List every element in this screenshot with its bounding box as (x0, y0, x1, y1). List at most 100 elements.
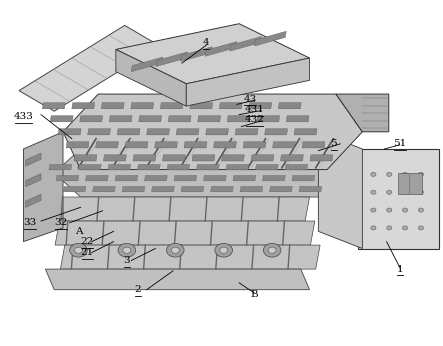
Circle shape (402, 226, 408, 230)
Polygon shape (152, 186, 175, 192)
Text: 433: 433 (13, 112, 33, 121)
Circle shape (387, 208, 392, 212)
Polygon shape (63, 94, 362, 170)
Polygon shape (299, 186, 322, 192)
Polygon shape (181, 47, 212, 62)
Circle shape (402, 190, 408, 194)
Polygon shape (168, 116, 191, 122)
Polygon shape (203, 175, 226, 181)
Polygon shape (131, 57, 163, 72)
Polygon shape (63, 186, 86, 192)
Polygon shape (117, 129, 140, 135)
Polygon shape (302, 142, 325, 148)
Circle shape (387, 172, 392, 176)
Polygon shape (131, 103, 154, 109)
Polygon shape (397, 173, 422, 194)
Polygon shape (78, 164, 101, 170)
Polygon shape (155, 142, 178, 148)
Polygon shape (116, 49, 187, 106)
Circle shape (371, 226, 376, 230)
Polygon shape (222, 155, 245, 161)
Text: 1: 1 (396, 265, 403, 274)
Polygon shape (66, 142, 89, 148)
Polygon shape (251, 155, 274, 161)
Circle shape (171, 247, 179, 253)
Text: 432: 432 (245, 115, 264, 124)
Polygon shape (226, 164, 249, 170)
Polygon shape (196, 164, 219, 170)
Polygon shape (50, 197, 310, 221)
Text: 43: 43 (244, 95, 257, 104)
Polygon shape (206, 129, 229, 135)
Circle shape (371, 190, 376, 194)
Polygon shape (230, 36, 261, 51)
Polygon shape (285, 164, 308, 170)
Polygon shape (85, 175, 109, 181)
Polygon shape (108, 164, 131, 170)
Text: 5: 5 (330, 139, 337, 148)
Polygon shape (23, 132, 63, 242)
Polygon shape (26, 174, 41, 187)
Polygon shape (292, 175, 315, 181)
Polygon shape (115, 175, 138, 181)
Polygon shape (264, 129, 288, 135)
Polygon shape (88, 129, 111, 135)
Polygon shape (122, 186, 145, 192)
Text: 33: 33 (23, 218, 37, 227)
Polygon shape (139, 116, 162, 122)
Polygon shape (144, 175, 167, 181)
Circle shape (402, 172, 408, 176)
Polygon shape (243, 142, 266, 148)
Circle shape (371, 172, 376, 176)
Polygon shape (26, 194, 41, 207)
Polygon shape (133, 155, 156, 161)
Polygon shape (278, 103, 301, 109)
Polygon shape (49, 164, 72, 170)
Polygon shape (125, 142, 148, 148)
Polygon shape (46, 269, 310, 290)
Polygon shape (163, 155, 186, 161)
Polygon shape (294, 129, 317, 135)
Polygon shape (205, 42, 237, 56)
Polygon shape (192, 155, 215, 161)
Text: 32: 32 (54, 218, 67, 227)
Circle shape (74, 247, 82, 253)
Circle shape (371, 208, 376, 212)
Polygon shape (96, 142, 118, 148)
Polygon shape (160, 103, 183, 109)
Circle shape (418, 190, 424, 194)
Polygon shape (80, 116, 103, 122)
Circle shape (387, 190, 392, 194)
Polygon shape (219, 103, 242, 109)
Text: B: B (251, 290, 258, 299)
Text: 431: 431 (245, 105, 264, 114)
Polygon shape (198, 116, 221, 122)
Circle shape (418, 172, 424, 176)
Polygon shape (167, 164, 190, 170)
Polygon shape (256, 164, 278, 170)
Polygon shape (147, 129, 170, 135)
Polygon shape (255, 31, 286, 46)
Polygon shape (286, 116, 309, 122)
Polygon shape (26, 153, 41, 166)
Polygon shape (101, 103, 124, 109)
Polygon shape (60, 245, 320, 269)
Polygon shape (240, 186, 263, 192)
Circle shape (220, 247, 228, 253)
Circle shape (263, 243, 281, 257)
Polygon shape (233, 175, 256, 181)
Polygon shape (116, 24, 310, 84)
Text: A: A (75, 227, 82, 236)
Polygon shape (269, 186, 292, 192)
Polygon shape (109, 116, 132, 122)
Polygon shape (58, 129, 81, 135)
Circle shape (268, 247, 276, 253)
Polygon shape (174, 175, 197, 181)
Polygon shape (336, 94, 389, 132)
Polygon shape (50, 116, 73, 122)
Polygon shape (19, 25, 160, 111)
Polygon shape (74, 155, 97, 161)
Circle shape (418, 226, 424, 230)
Circle shape (123, 247, 131, 253)
Polygon shape (187, 58, 310, 106)
